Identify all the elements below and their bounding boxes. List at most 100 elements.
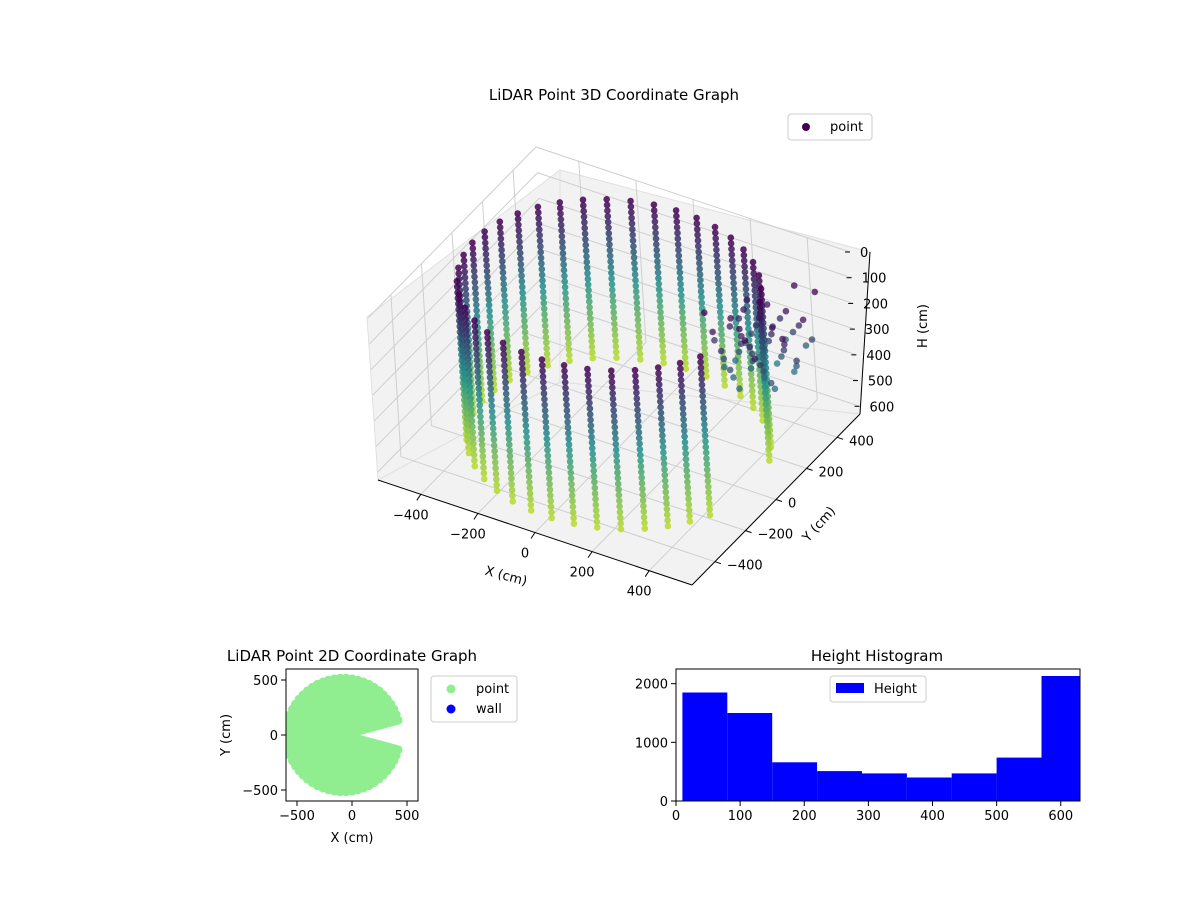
- data-point: [634, 417, 642, 425]
- data-point: [606, 247, 614, 254]
- data-point: [469, 423, 476, 430]
- data-point: [682, 455, 690, 463]
- data-point: [757, 361, 764, 369]
- data-point: [501, 362, 508, 369]
- point-cloud-3d: [453, 196, 819, 533]
- data-point: [567, 463, 574, 471]
- data-point: [744, 314, 751, 321]
- data-point: [587, 315, 594, 322]
- data-point: [701, 309, 708, 317]
- data-point: [517, 261, 525, 268]
- data-point: [612, 440, 620, 448]
- data-point: [613, 452, 620, 459]
- data-point: [504, 418, 512, 426]
- data-point: [652, 229, 659, 237]
- data-point: [565, 340, 572, 348]
- data-point: [463, 421, 471, 429]
- data-point: [505, 435, 513, 443]
- grid-line: [648, 237, 818, 572]
- data-point: [482, 239, 489, 247]
- x-tick-mark: [530, 532, 536, 539]
- data-point: [498, 246, 505, 254]
- data-point: [565, 429, 572, 437]
- data-point: [758, 338, 766, 346]
- data-point: [693, 214, 700, 222]
- data-point: [516, 249, 524, 257]
- data-point: [524, 456, 532, 463]
- data-point: [700, 404, 707, 411]
- data-point: [543, 345, 550, 352]
- data-point: [509, 498, 517, 505]
- data-point: [658, 426, 666, 434]
- grid-line: [370, 197, 854, 370]
- data-point: [485, 301, 493, 309]
- data-point: [524, 444, 531, 452]
- data-point: [720, 355, 728, 363]
- data-point: [614, 480, 622, 488]
- data-point: [476, 396, 483, 404]
- data-point: [612, 435, 619, 442]
- histogram-bar: [1041, 676, 1080, 801]
- data-point: [658, 415, 665, 422]
- data-point: [638, 468, 645, 476]
- data-point: [560, 362, 568, 369]
- data-point: [514, 215, 522, 223]
- data-point: [790, 282, 798, 289]
- data-point: [756, 304, 764, 312]
- data-point: [461, 268, 469, 276]
- data-point: [569, 503, 577, 511]
- data-point: [562, 384, 569, 392]
- data-point: [481, 228, 488, 235]
- data-point: [635, 333, 643, 341]
- data-point: [721, 363, 728, 371]
- data-point: [462, 315, 470, 323]
- data-point: [463, 296, 470, 304]
- data-point: [681, 427, 688, 435]
- y-tick-mark: [775, 499, 783, 502]
- data-point: [539, 373, 547, 380]
- data-point: [684, 489, 692, 497]
- data-point: [456, 297, 463, 304]
- data-point: [465, 449, 473, 457]
- data-point: [570, 520, 578, 527]
- data-point: [676, 263, 683, 271]
- data-point: [455, 270, 463, 277]
- data-point: [566, 458, 574, 465]
- data-point: [587, 416, 594, 424]
- data-point: [655, 370, 662, 377]
- data-point: [489, 419, 497, 427]
- data-point: [564, 329, 572, 336]
- x-tick-label: 400: [627, 585, 652, 600]
- data-point: [793, 357, 800, 365]
- data-point: [539, 277, 546, 284]
- x-tick-label: 300: [856, 809, 881, 824]
- data-point: [497, 235, 505, 242]
- data-point: [634, 310, 641, 318]
- data-point: [765, 337, 772, 345]
- data-point: [471, 328, 479, 336]
- data-point: [584, 371, 592, 379]
- data-point: [696, 271, 704, 278]
- z-tick-label: 300: [865, 323, 890, 338]
- data-point: [472, 339, 480, 347]
- data-point: [544, 356, 551, 364]
- data-point: [715, 280, 722, 288]
- data-point: [547, 497, 554, 505]
- x-tick-mark: [416, 494, 422, 501]
- data-point: [702, 449, 710, 457]
- data-point: [478, 430, 485, 437]
- data-point: [742, 274, 749, 282]
- data-point: [556, 199, 564, 206]
- data-point: [661, 477, 669, 485]
- data-point: [699, 316, 707, 324]
- chart-2d: LiDAR Point 2D Coordinate Graph −500 0 500…: [219, 647, 518, 846]
- data-point: [677, 280, 684, 288]
- data-point: [590, 467, 597, 475]
- data-point: [460, 364, 467, 372]
- x-tick-label: 600: [1048, 809, 1073, 824]
- data-point: [715, 286, 723, 293]
- data-point: [714, 269, 722, 276]
- data-point: [483, 329, 491, 336]
- y-tick-mark: [806, 467, 813, 471]
- data-point: [505, 424, 512, 432]
